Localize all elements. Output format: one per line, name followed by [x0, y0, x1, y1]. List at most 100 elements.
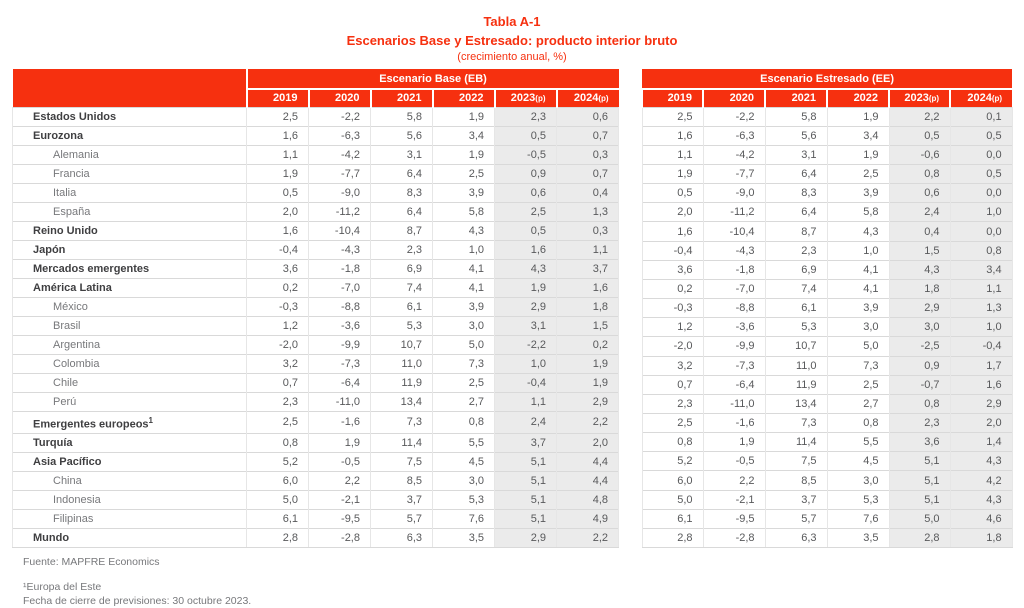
cell-value: -7,7	[308, 163, 371, 183]
row-label: Chile	[12, 372, 247, 392]
cell-value: 11,0	[370, 353, 433, 373]
escenario-estresado-table: Escenario Estresado (EE) 2019 2020 2021 202…	[641, 69, 1013, 549]
cell-value: 3,0	[888, 317, 951, 337]
row-label: Francia	[12, 163, 247, 183]
cell-value: 0,1	[949, 106, 1013, 127]
cell-value: 1,5	[888, 240, 951, 261]
cell-value: 1,6	[246, 220, 309, 240]
cell-value: 5,8	[826, 202, 890, 222]
cell-value: 1,8	[555, 296, 620, 316]
footnote-fecha-cierre: Fecha de cierre de previsiones: 30 octub…	[23, 595, 252, 608]
cell-value: -1,6	[308, 410, 371, 434]
cell-value: 6,4	[764, 202, 828, 222]
cell-value: 1,9	[494, 277, 557, 297]
cell-value: 5,3	[432, 490, 495, 510]
table-row: Filipinas 6,1 -9,5 5,7 7,6 5,1 4,9	[12, 509, 620, 529]
row-label: México	[12, 296, 247, 316]
cell-value: 3,6	[641, 259, 704, 280]
table-row: Reino Unido 1,6 -10,4 8,7 4,3 0,5 0,3	[12, 220, 620, 240]
row-label: Argentina	[12, 334, 247, 354]
cell-value: 5,2	[246, 452, 309, 472]
cell-value: 0,5	[246, 182, 309, 202]
row-label: China	[12, 471, 247, 491]
cell-value: 1,9	[826, 144, 890, 165]
table-row: 0,5 -9,0 8,3 3,9 0,6 0,0	[641, 183, 1013, 203]
cell-value: 11,9	[764, 374, 828, 395]
cell-value: -9,0	[308, 182, 371, 202]
provisional-suffix: (p)	[991, 94, 1003, 104]
footnote-marker: 1	[148, 415, 153, 425]
cell-value: -0,4	[246, 239, 309, 259]
cell-value: 0,8	[641, 432, 704, 452]
cell-value: 1,1	[949, 278, 1013, 299]
cell-value: -2,0	[641, 336, 704, 357]
cell-value: -9,9	[702, 336, 766, 357]
cell-value: 1,3	[555, 201, 620, 221]
cell-value: -9,5	[702, 508, 766, 529]
cell-value: 0,9	[888, 355, 951, 376]
cell-value: 2,5	[432, 372, 495, 392]
cell-value: 2,2	[555, 528, 620, 549]
cell-value: 4,5	[432, 452, 495, 472]
cell-value: 2,9	[888, 298, 951, 318]
cell-value: 0,6	[888, 183, 951, 203]
cell-value: 3,0	[826, 470, 890, 491]
cell-value: -0,7	[888, 374, 951, 395]
cell-value: 4,3	[949, 451, 1013, 471]
table-row: 1,1 -4,2 3,1 1,9 -0,6 0,0	[641, 144, 1013, 165]
cell-value: 1,6	[641, 221, 704, 242]
cell-value: 4,8	[555, 490, 620, 510]
table-row: Argentina -2,0 -9,9 10,7 5,0 -2,2 0,2	[12, 334, 620, 354]
cell-value: -1,6	[702, 412, 766, 433]
stressed-year-2022: 2022	[826, 88, 890, 107]
cell-value: 4,1	[826, 259, 890, 280]
provisional-suffix: (p)	[928, 94, 940, 104]
table-row: Estados Unidos 2,5 -2,2 5,8 1,9 2,3 0,6	[12, 106, 620, 126]
cell-value: 5,6	[764, 125, 828, 146]
cell-value: -0,5	[308, 452, 371, 472]
cell-value: 10,7	[764, 336, 828, 357]
cell-value: 5,0	[888, 508, 951, 529]
cell-value: -6,3	[702, 125, 766, 146]
cell-value: -7,3	[308, 353, 371, 373]
cell-value: 3,7	[370, 490, 433, 510]
cell-value: 3,2	[246, 353, 309, 373]
cell-value: 2,7	[432, 391, 495, 411]
cell-value: 1,1	[494, 391, 557, 411]
cell-value: 7,3	[370, 410, 433, 434]
cell-value: 13,4	[370, 391, 433, 411]
base-year-2024: 2024(p)	[555, 88, 619, 107]
table-row: 1,2 -3,6 5,3 3,0 3,0 1,0	[641, 317, 1013, 337]
cell-value: 6,1	[641, 508, 704, 529]
table-row: 5,2 -0,5 7,5 4,5 5,1 4,3	[641, 451, 1013, 471]
cell-value: 6,4	[370, 201, 433, 221]
table-row: Asia Pacífico 5,2 -0,5 7,5 4,5 5,1 4,4	[12, 452, 620, 472]
cell-value: 4,3	[432, 220, 495, 240]
cell-value: -6,4	[702, 374, 766, 395]
cell-value: 1,9	[246, 163, 309, 183]
cell-value: 1,2	[641, 317, 704, 337]
cell-value: -2,2	[308, 106, 371, 126]
table-row: 0,8 1,9 11,4 5,5 3,6 1,4	[641, 432, 1013, 452]
table-row: 2,0 -11,2 6,4 5,8 2,4 1,0	[641, 202, 1013, 222]
base-year-2022: 2022	[431, 88, 495, 107]
footnote-europa-del-este: ¹Europa del Este	[23, 581, 102, 594]
cell-value: 2,3	[370, 239, 433, 259]
cell-value: 0,8	[432, 410, 495, 434]
cell-value: 5,8	[764, 106, 828, 127]
cell-value: -0,4	[949, 336, 1013, 357]
stressed-year-header-row: 2019 2020 2021 2022 2023(p) 2024(p)	[641, 88, 1013, 107]
cell-value: 3,4	[826, 125, 890, 146]
cell-value: 2,3	[494, 106, 557, 126]
cell-value: -2,8	[702, 527, 766, 549]
cell-value: 1,7	[949, 355, 1013, 376]
cell-value: 13,4	[764, 393, 828, 414]
cell-value: 5,1	[888, 451, 951, 471]
cell-value: 4,6	[949, 508, 1013, 529]
row-label: Emergentes europeos1	[12, 410, 247, 434]
cell-value: 0,9	[494, 163, 557, 183]
table-row: -0,4 -4,3 2,3 1,0 1,5 0,8	[641, 240, 1013, 261]
base-year-header-row: 2019 2020 2021 2022 2023(p) 2024(p)	[13, 88, 619, 107]
table-row: 1,6 -6,3 5,6 3,4 0,5 0,5	[641, 125, 1013, 146]
cell-value: 5,0	[432, 334, 495, 354]
